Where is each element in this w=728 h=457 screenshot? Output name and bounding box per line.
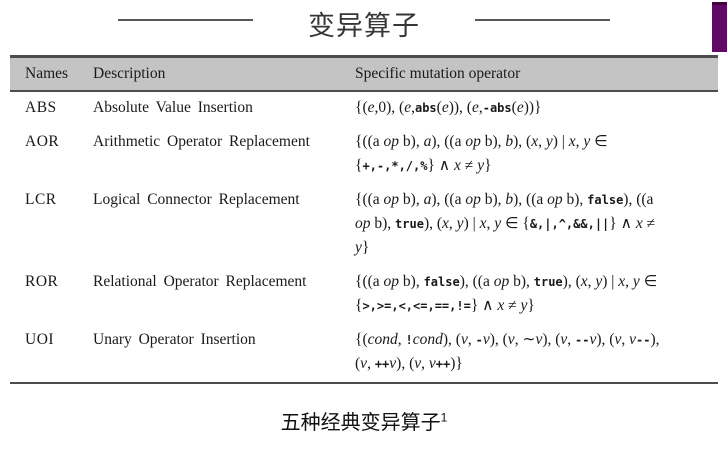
title-rule-left	[118, 19, 253, 21]
operator-formula-line: {(e,0), (e,abs(e)), (e,-abs(e))}	[355, 99, 542, 116]
operator-name: UOI	[25, 331, 55, 348]
operator-formula-line: {+,-,*,/,%} ∧ x ≠ y}	[355, 157, 492, 174]
operator-formula-line: y}	[355, 239, 370, 256]
operator-formula-line: {>,>=,<,<=,==,!=} ∧ x ≠ y}	[355, 297, 535, 314]
operator-formula: {((a op b), a), ((a op b), b), (x, y) | …	[352, 126, 718, 184]
table-caption: 五种经典变异算子1	[0, 406, 728, 435]
operator-description: Arithmetic Operator Replacement	[93, 133, 310, 150]
title-rule-right	[475, 19, 610, 21]
table-header-row: Names Description Specific mutation oper…	[10, 56, 718, 91]
column-header-description: Description	[93, 65, 166, 82]
column-header-names: Names	[25, 65, 69, 82]
operator-formula-line: {((a op b), a), ((a op b), b), ((a op b)…	[355, 191, 654, 208]
operator-description: Logical Connector Replacement	[93, 191, 300, 208]
operator-formula-line: {((a op b), a), ((a op b), b), (x, y) | …	[355, 133, 608, 150]
operator-formula-line: (v, ++v), (v, v++)}	[355, 355, 463, 372]
operator-description: Relational Operator Replacement	[93, 273, 307, 290]
page-title: 变异算子	[308, 10, 420, 41]
operator-name: LCR	[25, 191, 57, 208]
operator-formula: {(e,0), (e,abs(e)), (e,-abs(e))}	[352, 91, 718, 126]
operator-formula: {((a op b), false), ((a op b), true), (x…	[352, 266, 718, 324]
operator-description: Absolute Value Insertion	[93, 99, 253, 116]
operator-name: ABS	[25, 99, 57, 116]
operator-name: AOR	[25, 133, 60, 150]
operator-formula-line: {(cond, !cond), (v, -v), (v, ∼v), (v, --…	[355, 331, 660, 348]
table-row-uoi: UOI Unary Operator Insertion {(cond, !cond…	[10, 324, 718, 383]
slide-accent-bar	[712, 2, 727, 52]
column-header-operator: Specific mutation operator	[355, 65, 521, 82]
operator-formula: {((a op b), a), ((a op b), b), ((a op b)…	[352, 184, 718, 266]
table-row-lcr: LCR Logical Connector Replacement {((a op …	[10, 184, 718, 266]
slide-header: 变异算子	[0, 0, 728, 42]
operator-description: Unary Operator Insertion	[93, 331, 256, 348]
operator-formula-line: op b), true), (x, y) | x, y ∈ {&,|,^,&&,…	[355, 215, 656, 232]
mutation-operators-table: Names Description Specific mutation oper…	[10, 55, 718, 384]
caption-footnote-marker: 1	[440, 410, 448, 425]
table-row-ror: ROR Relational Operator Replacement {((a o…	[10, 266, 718, 324]
operator-name: ROR	[25, 273, 59, 290]
operator-formula-line: {((a op b), false), ((a op b), true), (x…	[355, 273, 658, 290]
caption-text: 五种经典变异算子	[280, 412, 441, 434]
table-row-aor: AOR Arithmetic Operator Replacement {((a o…	[10, 126, 718, 184]
operator-formula: {(cond, !cond), (v, -v), (v, ∼v), (v, --…	[352, 324, 718, 383]
table-body: ABS Absolute Value Insertion {(e,0), (e,ab…	[10, 91, 718, 383]
table-row-abs: ABS Absolute Value Insertion {(e,0), (e,ab…	[10, 91, 718, 126]
